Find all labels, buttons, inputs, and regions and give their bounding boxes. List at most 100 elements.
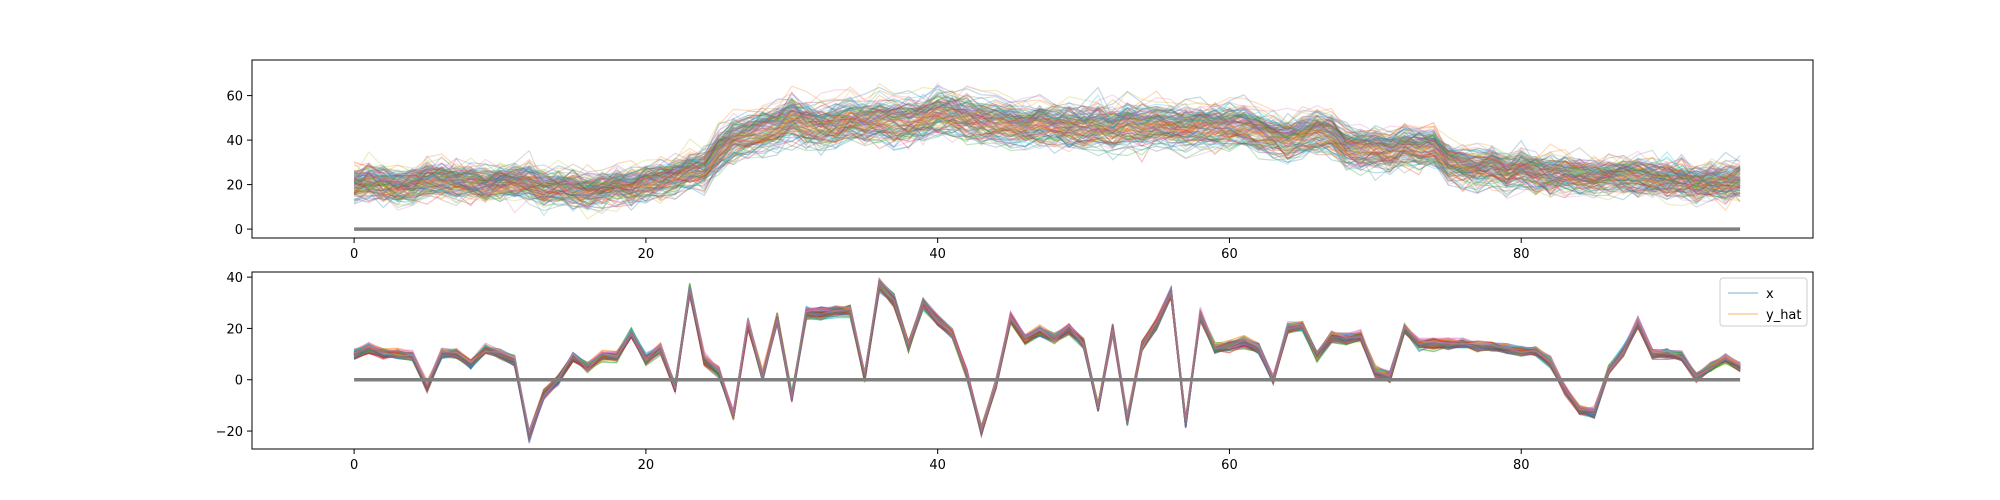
series-line: [353, 120, 1741, 204]
series-line: [353, 93, 1741, 187]
series-line: [353, 112, 1741, 198]
series-line: [353, 102, 1741, 197]
y-tick-label: 20: [226, 322, 243, 337]
series-line: [353, 85, 1741, 188]
series-line: [353, 103, 1741, 195]
series-line: [353, 129, 1741, 211]
series-line: [353, 105, 1741, 196]
series-line: [353, 105, 1741, 194]
bottom-series-lines: [353, 276, 1741, 444]
series-line: [354, 109, 1741, 192]
series-line: [353, 100, 1741, 197]
x-tick-label: 0: [350, 458, 358, 473]
series-line: [353, 112, 1741, 196]
series-line: [353, 119, 1741, 202]
series-line: [353, 90, 1741, 196]
bottom-tick-marks: 0 20 40 60 80 −20 0 20 40: [216, 271, 1530, 473]
series-line: [354, 105, 1741, 189]
y-tick-label: 0: [235, 374, 243, 389]
series-line: [353, 107, 1741, 197]
series-line: [354, 104, 1741, 190]
series-line: [353, 113, 1741, 212]
series-line: [353, 94, 1741, 188]
series-line: [354, 98, 1741, 185]
bottom-axes: 0 20 40 60 80 −20 0 20 40: [216, 271, 1814, 473]
series-line: [353, 96, 1741, 191]
series-line: [353, 119, 1741, 203]
series-line: [353, 110, 1741, 212]
y-tick-label: 40: [226, 134, 243, 149]
series-line: [353, 101, 1741, 193]
y-tick-label: 40: [226, 271, 243, 286]
series-line: [353, 96, 1741, 195]
series-line: [353, 91, 1741, 187]
series-line: [353, 121, 1741, 220]
series-line: [353, 103, 1741, 189]
y-tick-label: 0: [235, 223, 243, 238]
series-line: [353, 101, 1741, 200]
series-line: [353, 117, 1741, 201]
series-line: [353, 118, 1741, 197]
series-line: [353, 111, 1741, 205]
series-line: [353, 118, 1741, 210]
series-line: [353, 108, 1741, 193]
series-line: [353, 109, 1741, 189]
series-line: [354, 113, 1741, 190]
series-line: [354, 108, 1741, 202]
series-line: [353, 91, 1741, 193]
series-line: [353, 116, 1741, 202]
series-line: [353, 105, 1741, 194]
series-line: [353, 94, 1741, 192]
series-line: [354, 116, 1741, 195]
series-line: [353, 109, 1741, 194]
bottom-axes-frame: [251, 271, 1814, 450]
series-line: [353, 99, 1741, 190]
series-line: [353, 105, 1741, 195]
series-line: [353, 115, 1741, 189]
series-line: [353, 108, 1741, 200]
x-tick-label: 0: [350, 247, 358, 262]
series-line: [353, 101, 1741, 196]
series-line: [354, 119, 1741, 209]
series-line: [353, 117, 1741, 207]
series-line: [353, 84, 1741, 189]
series-line: [353, 108, 1741, 200]
series-line: [353, 107, 1741, 196]
series-line: [353, 94, 1741, 200]
series-line: [354, 94, 1741, 192]
top-series-lines: [353, 82, 1741, 231]
series-line: [353, 97, 1741, 200]
series-line: [353, 129, 1741, 201]
series-line: [353, 90, 1741, 197]
x-tick-label: 60: [1221, 458, 1238, 473]
series-line: [353, 280, 1741, 440]
series-line: [353, 121, 1741, 198]
series-line: [354, 106, 1741, 197]
series-line: [354, 116, 1741, 194]
series-line: [353, 82, 1741, 186]
series-line: [353, 109, 1741, 205]
series-line: [353, 103, 1741, 192]
series-line: [353, 102, 1741, 201]
series-line: [353, 115, 1741, 209]
series-line: [353, 115, 1741, 192]
series-line: [353, 118, 1741, 212]
top-axes: 0 20 40 60 80 0 20 40 60: [226, 59, 1814, 262]
legend-label-x: x: [1766, 287, 1774, 302]
series-line: [354, 115, 1741, 207]
series-line: [354, 120, 1741, 204]
series-line: [353, 112, 1741, 199]
series-line: [354, 101, 1741, 194]
series-line: [353, 98, 1741, 180]
series-line: [353, 117, 1741, 204]
series-line: [353, 100, 1741, 190]
series-line: [353, 109, 1741, 195]
series-line: [353, 126, 1741, 215]
series-line: [353, 100, 1741, 195]
series-line: [353, 100, 1741, 194]
series-line: [353, 95, 1741, 189]
legend: x y_hat: [1719, 277, 1808, 327]
series-line: [353, 95, 1741, 183]
series-line: [353, 128, 1741, 208]
